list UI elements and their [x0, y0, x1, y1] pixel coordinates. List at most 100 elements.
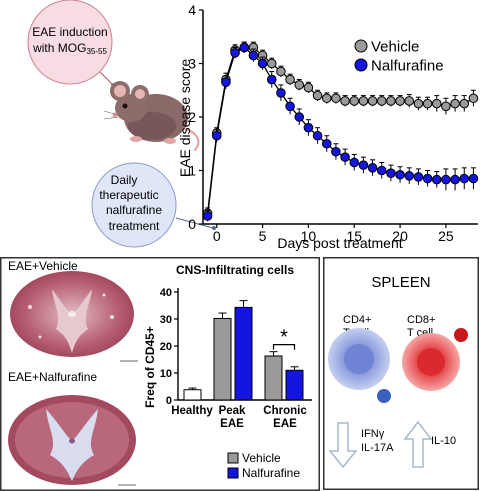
- score-ylabel: EAE disease score: [177, 59, 193, 177]
- spleen-title: SPLEEN: [371, 274, 430, 291]
- up-arrow-icon: [403, 420, 433, 468]
- vehicle-score-point: [386, 96, 396, 106]
- cd4-label-line1: CD4+: [343, 314, 371, 326]
- nalfurafine-score-point: [331, 146, 341, 157]
- nalfurafine-score-point: [266, 74, 277, 85]
- bar-legend-nalfurafine-label: Nalfurafine: [242, 466, 300, 480]
- nalfurafine-score-point: [441, 174, 451, 185]
- score-y-tick-label: 2: [188, 109, 196, 125]
- vehicle-score-point: [266, 58, 277, 69]
- nalfurafine-score-point: [386, 168, 396, 178]
- cd8-label-line1: CD8+: [407, 314, 435, 326]
- down-arrow-icon: [328, 422, 358, 469]
- nalfurafine-score-point: [239, 42, 250, 53]
- treatment-line1: Daily: [111, 173, 138, 187]
- legend-nalfurafine-marker: [354, 58, 368, 72]
- induction-line2: with MOG35-55: [32, 41, 107, 56]
- vehicle-score-point: [285, 74, 295, 85]
- score-x-tick-label: 0: [213, 228, 221, 244]
- nalfurafine-score-point: [340, 152, 350, 162]
- spleen-panel: SPLEEN CD4+ T cell CD8+ T cell IFNγ IL-1…: [323, 257, 479, 490]
- down-regulated-line2: IL-17A: [361, 442, 394, 454]
- nalfurafine-score-point: [312, 130, 323, 141]
- cd45-bar-chart: CNS-Infiltrating cells Freq of CD45+ 0 10…: [143, 263, 312, 480]
- healthy-bar: [183, 389, 202, 401]
- vehicle-score-point: [422, 98, 433, 109]
- nalfurafine-score-point: [257, 58, 268, 69]
- cord-vehicle-label: EAE+Vehicle: [8, 259, 78, 273]
- nalfurafine-score-point: [376, 165, 387, 176]
- nalfurafine-score-point: [211, 130, 222, 141]
- score-x-tick-label: 5: [259, 228, 267, 244]
- spleen-panel-border: [323, 257, 479, 490]
- cns-panel: EAE+Vehicle EAE+Nalfurafine CNS-Infiltra…: [0, 257, 320, 491]
- treatment-pointer-dot: [212, 226, 216, 230]
- vehicle-score-point: [450, 98, 460, 109]
- nalfurafine-score-point: [349, 157, 360, 168]
- legend-vehicle-label: Vehicle: [371, 39, 419, 56]
- nalfurafine-score-point: [230, 48, 240, 58]
- cord-vehicle-image: [10, 271, 138, 362]
- nalfurafine-score-point: [321, 138, 332, 149]
- cd8-t-cell: [402, 328, 468, 391]
- vehicle-score-point: [413, 98, 424, 109]
- mouse-illustration: [103, 81, 200, 152]
- nalfurafine-score-point: [367, 163, 378, 173]
- vehicle-score-point: [431, 98, 442, 109]
- score-x-tick-label: 25: [438, 228, 454, 244]
- legend-vehicle-marker: [354, 39, 368, 53]
- significance-bracket: [272, 344, 296, 350]
- nalfurafine-score-point: [422, 173, 433, 184]
- nalfurafine-score-point: [404, 171, 415, 181]
- score-x-tick-label: 15: [346, 228, 362, 244]
- score-x-tick-label: 20: [392, 228, 408, 244]
- cord-nalfurafine-image: [8, 395, 136, 486]
- nalfurafine-score-point: [459, 173, 470, 184]
- nalfurafine-bar: [285, 369, 304, 401]
- bar-chart-title: CNS-Infiltrating cells: [176, 263, 294, 277]
- vehicle-score-point: [468, 93, 479, 104]
- bar-group-label: Chronic: [263, 405, 307, 417]
- nalfurafine-score-point: [431, 174, 442, 185]
- score-chart: EAE disease score Days post treatment 0 1…: [177, 2, 479, 251]
- legend-nalfurafine-label: Nalfurafine: [371, 58, 444, 75]
- vehicle-score-point: [441, 101, 451, 112]
- treatment-bubble: [91, 162, 177, 248]
- vehicle-score-point: [340, 96, 350, 106]
- nalfurafine-score-point: [294, 112, 305, 122]
- vehicle-score-point: [349, 96, 360, 106]
- vehicle-score-point: [404, 96, 415, 106]
- score-y-tick-label: 3: [188, 56, 196, 72]
- bar-y-tick-label: 10: [160, 368, 172, 380]
- vehicle-score-point: [459, 98, 470, 109]
- bar-legend-nalfurafine-swatch: [227, 467, 239, 479]
- nalfurafine-score-point: [358, 160, 369, 170]
- score-y-tick-label: 1: [188, 163, 196, 179]
- disease-score-panel: EAE induction with MOG35-55 Daily therap…: [27, 0, 479, 251]
- treatment-pointer: [175, 217, 214, 229]
- bar-y-tick-label: 30: [160, 314, 172, 326]
- nalfurafine-score-point: [248, 50, 259, 61]
- nalfurafine-score-point: [202, 211, 213, 221]
- treatment-line4: treatment: [109, 219, 160, 233]
- nalfurafine-bar: [234, 306, 253, 401]
- significance-star: *: [280, 327, 288, 349]
- vehicle-score-point: [358, 96, 369, 106]
- vehicle-score-point: [331, 93, 341, 104]
- vehicle-score-point: [276, 66, 286, 77]
- nalfurafine-score-point: [221, 77, 231, 88]
- treatment-line3: nalfurafine: [106, 203, 162, 217]
- nalfurafine-score-point: [303, 122, 314, 133]
- vehicle-score-point: [321, 93, 332, 104]
- bar-chart-ylabel: Freq of CD45+: [143, 326, 157, 408]
- induction-pointer: [99, 71, 113, 85]
- bar-y-tick-label: 40: [160, 287, 172, 299]
- vehicle-score-point: [294, 80, 305, 90]
- nalfurafine-score-point: [285, 101, 295, 112]
- cd4-t-cell: [328, 328, 391, 403]
- nalfurafine-score-point: [468, 173, 479, 184]
- down-regulated-line1: IFNγ: [361, 428, 385, 440]
- bar-legend-vehicle-swatch: [227, 452, 239, 464]
- bar-group-label: EAE: [273, 418, 297, 430]
- bar-group-label: EAE: [220, 418, 244, 430]
